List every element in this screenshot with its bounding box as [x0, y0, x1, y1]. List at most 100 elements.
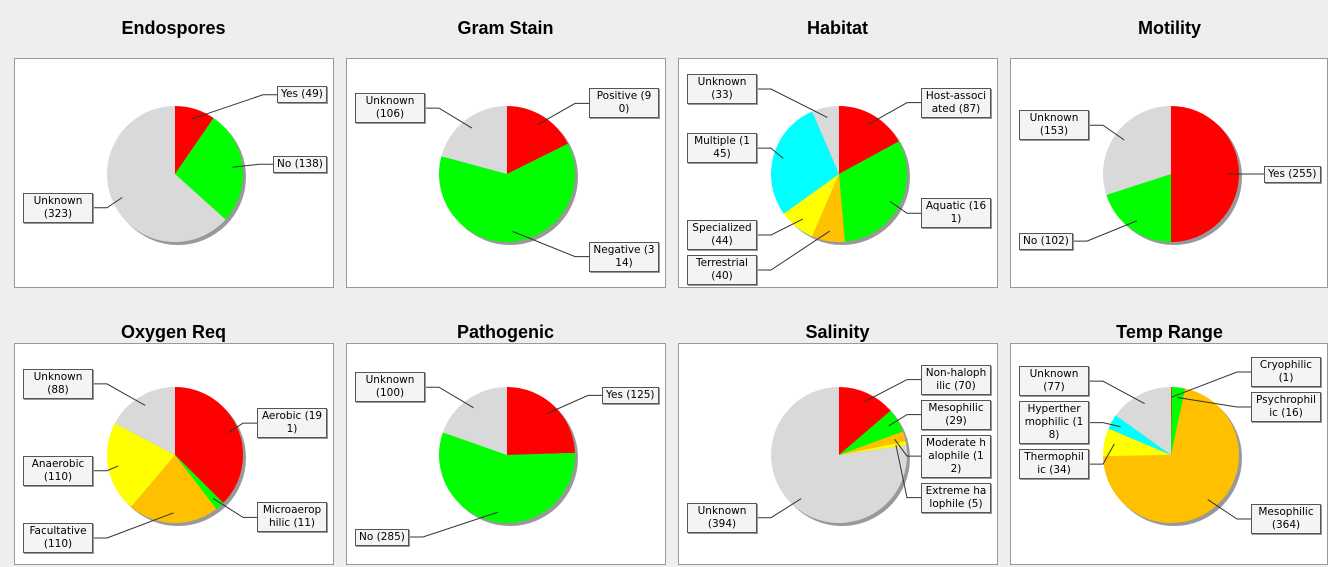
- leader-line: [1089, 124, 1125, 141]
- slice-label: Terrestrial (40): [687, 255, 757, 285]
- leader-line: [757, 147, 784, 159]
- slice-label: Host-associated (87): [921, 87, 991, 118]
- slice-label: Microaerophilic (11): [257, 502, 327, 533]
- chart-panel: Yes (49) No (138) Unknown (323): [14, 58, 334, 288]
- leader-line: [757, 218, 803, 236]
- slice-label: Cryophilic (1): [1251, 357, 1321, 387]
- leader-line: [409, 511, 499, 538]
- slice-label: Unknown (100): [355, 372, 425, 403]
- pie-slice: [1103, 388, 1239, 523]
- chart-title: Pathogenic: [456, 322, 554, 342]
- chart-panel: Cryophilic (1) Psychrophilic (16) Mesophil…: [1010, 343, 1328, 565]
- leader-line: [93, 465, 119, 472]
- leader-line: [1089, 443, 1115, 465]
- slice-label: Unknown (153): [1019, 110, 1089, 141]
- pie-slice: [771, 111, 839, 214]
- pie-slice: [812, 106, 839, 174]
- leader-line: [757, 230, 831, 271]
- slice-label: Unknown (106): [355, 93, 425, 124]
- chart-panel: Yes (255) No (102) Unknown (153): [1010, 58, 1328, 288]
- pie-slice: [439, 432, 575, 523]
- pie-slice: [1115, 387, 1171, 455]
- pie-slice: [106, 106, 226, 242]
- pie-slice: [175, 455, 224, 510]
- leader-line: [192, 94, 277, 120]
- leader-line: [1177, 397, 1251, 408]
- pie-slice: [1171, 106, 1239, 242]
- pie-slice: [441, 106, 507, 174]
- slice-label: Negative (314): [589, 241, 659, 272]
- chart-panel: Host-associated (87) Aquatic (161) Terrest…: [678, 58, 998, 288]
- slice-label: Yes (49): [277, 86, 327, 104]
- pie-slice: [106, 423, 175, 507]
- pie-slice: [175, 118, 243, 220]
- leader-line: [93, 197, 123, 209]
- slice-label: Mesophilic (29): [921, 399, 991, 430]
- chart-title: Motility: [1138, 18, 1201, 38]
- slice-label: No (285): [355, 528, 409, 546]
- pie-chart: [409, 386, 602, 538]
- leader-line: [757, 88, 828, 118]
- chart-title: Temp Range: [1116, 322, 1223, 342]
- pie-chart: [425, 102, 589, 258]
- pie-slice: [114, 387, 175, 455]
- leader-line: [425, 107, 473, 129]
- leader-line: [1207, 499, 1251, 520]
- chart-title: Endospores: [121, 18, 226, 38]
- pie-slice: [839, 441, 907, 455]
- pie-chart: [757, 88, 921, 271]
- slice-label: Unknown (33): [687, 74, 757, 105]
- pie-slice: [839, 410, 903, 455]
- leader-line: [1089, 422, 1121, 428]
- pie-chart: [93, 383, 257, 539]
- slice-label: Aquatic (161): [921, 198, 991, 229]
- pie-slice: [812, 174, 845, 242]
- pie-slice: [131, 455, 217, 523]
- slice-label: Thermophilic (34): [1019, 449, 1089, 480]
- leader-line: [1171, 371, 1251, 398]
- slice-label: No (102): [1019, 232, 1073, 250]
- chart-title: Gram Stain: [457, 18, 554, 38]
- pie-slice: [175, 106, 214, 174]
- pie-slice: [442, 387, 507, 455]
- leader-line: [1089, 380, 1145, 405]
- pie-chart: [1073, 106, 1264, 245]
- pie-slice: [839, 106, 899, 174]
- pie-slice: [783, 174, 839, 237]
- chart-title: Habitat: [806, 18, 868, 38]
- chart-title: Oxygen Req: [120, 322, 227, 342]
- leader-line: [895, 444, 921, 499]
- pie-slice: [771, 387, 907, 523]
- slice-label: Yes (125): [602, 386, 659, 404]
- leader-line: [757, 498, 802, 519]
- slice-label: Mesophilic (364): [1251, 504, 1321, 535]
- chart-panel: Yes (125) No (285) Unknown (100): [346, 343, 666, 565]
- pie-slice: [839, 141, 907, 242]
- slice-label: Aerobic (191): [257, 408, 327, 439]
- pie-chart: [1089, 371, 1251, 526]
- slice-label: Yes (255): [1264, 165, 1321, 183]
- chart-panel: Non-halophilic (70) Mesophilic (29) Modera…: [678, 343, 998, 565]
- slice-label: Unknown (88): [23, 368, 93, 399]
- pie-slice: [507, 106, 568, 174]
- leader-line: [894, 438, 921, 457]
- leader-line: [93, 512, 174, 539]
- slice-label: Specialized (44): [687, 220, 757, 250]
- leader-line: [537, 102, 589, 126]
- chart-panel: Positive (90) Negative (314) Unknown (106): [346, 58, 666, 288]
- leader-line: [889, 200, 921, 214]
- leader-line: [212, 498, 257, 518]
- pie-slice: [1171, 387, 1186, 455]
- slice-label: Facultative (110): [23, 522, 93, 553]
- pie-chart: [757, 379, 921, 526]
- pie-slice: [1108, 415, 1171, 455]
- slice-label: Positive (90): [589, 88, 659, 119]
- chart-panel: Aerobic (191) Microaerophilic (11) Faculta…: [14, 343, 334, 565]
- slice-label: Moderate halophile (12): [921, 434, 991, 478]
- slice-label: Hyperthermophilic (18): [1019, 401, 1089, 445]
- pie-slice: [839, 387, 891, 455]
- leader-line: [1073, 220, 1138, 242]
- slice-label: Unknown (323): [23, 192, 93, 223]
- leader-line: [232, 163, 273, 168]
- pie-slice: [175, 387, 244, 503]
